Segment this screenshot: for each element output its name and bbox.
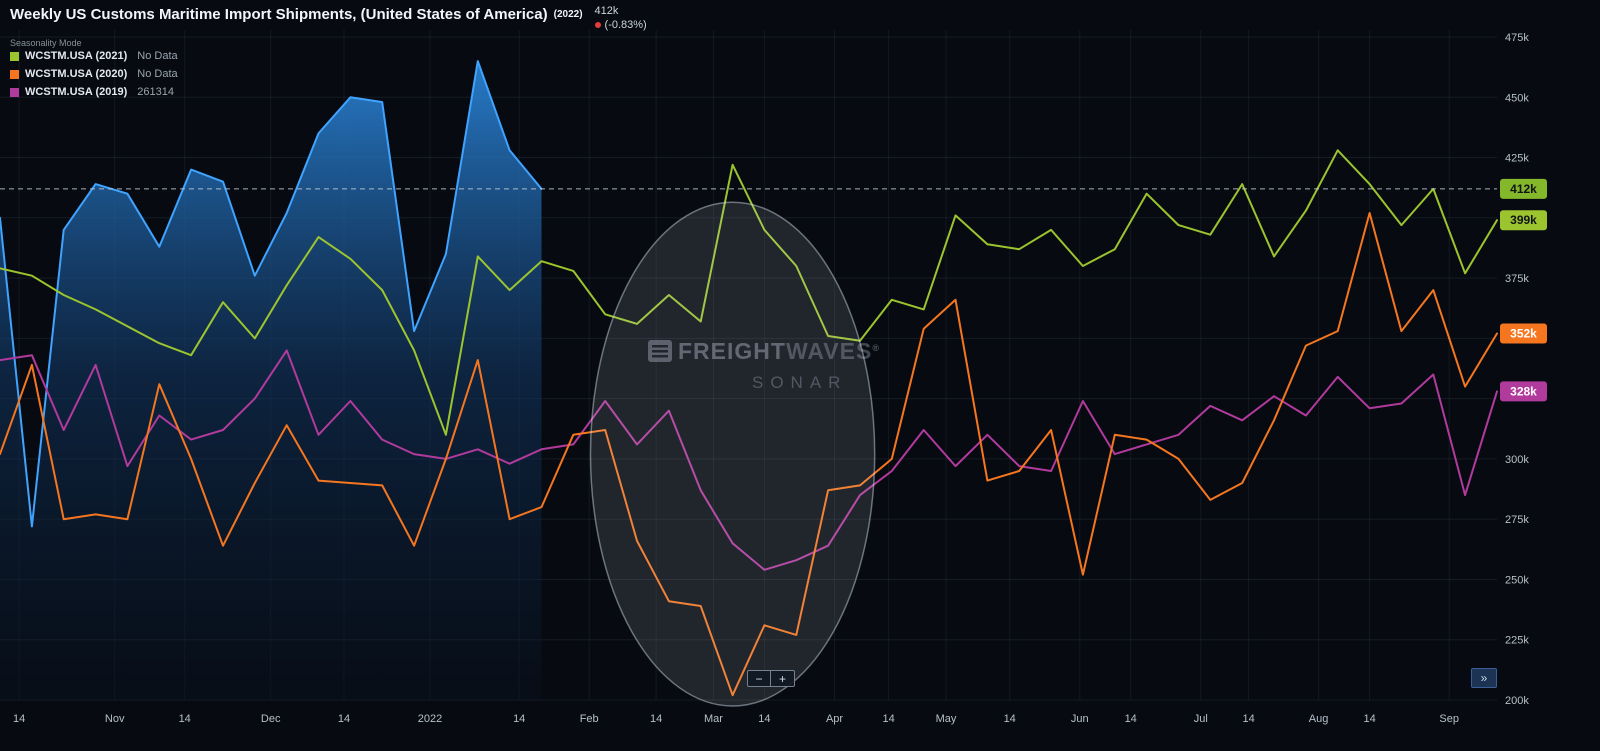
zoom-controls: − + <box>747 670 795 687</box>
highlight-ellipse[interactable] <box>589 201 876 707</box>
y-axis-label: 375k <box>1505 273 1529 285</box>
x-axis-label: 14 <box>179 713 191 725</box>
x-axis-label: 14 <box>338 713 350 725</box>
y-axis-label: 450k <box>1505 92 1529 104</box>
svg-text:352k: 352k <box>1510 327 1537 341</box>
y-axis-label: 200k <box>1505 695 1529 707</box>
series-line-2019 <box>0 349 1498 571</box>
x-axis-label: Aug <box>1309 713 1329 725</box>
y-axis-label: 425k <box>1505 153 1529 165</box>
svg-text:412k: 412k <box>1510 182 1537 196</box>
legend-value-2020: No Data <box>137 68 178 80</box>
change-dot-icon <box>594 22 601 29</box>
x-axis-label: 14 <box>13 713 25 725</box>
axis-badge-412k: 412k <box>1500 178 1547 199</box>
watermark-brand: FREIGHTWAVES® <box>678 338 880 364</box>
x-axis-label: 14 <box>513 713 525 725</box>
x-axis-label: 14 <box>1125 713 1137 725</box>
zoom-in-button[interactable]: + <box>771 670 795 687</box>
x-axis-label: Jul <box>1194 713 1208 725</box>
expand-panel-button[interactable]: » <box>1471 668 1497 688</box>
chart-title: Weekly US Customs Maritime Import Shipme… <box>10 6 548 23</box>
axis-badge-399k: 399k <box>1500 210 1547 231</box>
x-axis-label: Jun <box>1071 713 1089 725</box>
legend-item-2021[interactable]: WCSTM.USA (2021) No Data <box>10 50 178 62</box>
legend-item-2020[interactable]: WCSTM.USA (2020) No Data <box>10 68 178 80</box>
x-axis-label: Sep <box>1439 713 1459 725</box>
series-line-2022 <box>0 60 543 528</box>
y-axis-label: 225k <box>1505 635 1529 647</box>
x-axis-label: 14 <box>758 713 770 725</box>
series-line-2021 <box>0 149 1498 436</box>
watermark: FREIGHTWAVES® SONAR <box>648 338 880 392</box>
x-axis-label: Feb <box>580 713 599 725</box>
current-value: 412k <box>594 5 619 17</box>
legend-label-2019: WCSTM.USA (2019) <box>25 86 128 98</box>
chart-header: Weekly US Customs Maritime Import Shipme… <box>10 5 647 32</box>
seasonality-mode-label: Seasonality Mode <box>10 38 82 48</box>
x-axis-label: Mar <box>704 713 723 725</box>
legend-value-2019: 261314 <box>137 86 174 98</box>
y-axis-label: 275k <box>1505 514 1529 526</box>
series-area-2022 <box>0 61 542 701</box>
change-value: (-0.83%) <box>604 18 647 31</box>
x-axis-label: 14 <box>1004 713 1016 725</box>
legend-swatch-2021 <box>10 51 19 61</box>
x-axis-label: Nov <box>105 713 125 725</box>
current-value-block: 412k (-0.83%) <box>594 5 647 32</box>
svg-text:399k: 399k <box>1510 213 1537 227</box>
x-axis-label: 14 <box>1242 713 1254 725</box>
percent-change: (-0.83%) <box>594 18 647 32</box>
chart-title-year: (2022) <box>553 9 583 20</box>
x-axis-label: 2022 <box>418 713 442 725</box>
svg-text:328k: 328k <box>1510 384 1537 398</box>
x-axis-label: 14 <box>882 713 894 725</box>
x-axis-label: Dec <box>261 713 281 725</box>
y-axis-label: 250k <box>1505 575 1529 587</box>
legend-label-2020: WCSTM.USA (2020) <box>25 68 128 80</box>
legend-value-2021: No Data <box>137 50 178 62</box>
legend-swatch-2019 <box>10 87 19 97</box>
y-axis-label: 300k <box>1505 454 1529 466</box>
legend-item-2019[interactable]: WCSTM.USA (2019) 261314 <box>10 86 178 98</box>
axis-badge-328k: 328k <box>1500 381 1547 402</box>
x-axis-label: 14 <box>650 713 662 725</box>
watermark-sonar: SONAR <box>752 373 847 392</box>
legend: WCSTM.USA (2021) No Data WCSTM.USA (2020… <box>10 50 178 98</box>
legend-label-2021: WCSTM.USA (2021) <box>25 50 128 62</box>
x-axis-label: 14 <box>1363 713 1375 725</box>
y-axis-label: 475k <box>1505 32 1529 44</box>
zoom-out-button[interactable]: − <box>747 670 771 687</box>
legend-swatch-2020 <box>10 69 19 79</box>
x-axis-label: May <box>936 713 957 725</box>
axis-badge-352k: 352k <box>1500 323 1547 344</box>
series-line-2020 <box>0 212 1498 697</box>
x-axis-label: Apr <box>826 713 843 725</box>
